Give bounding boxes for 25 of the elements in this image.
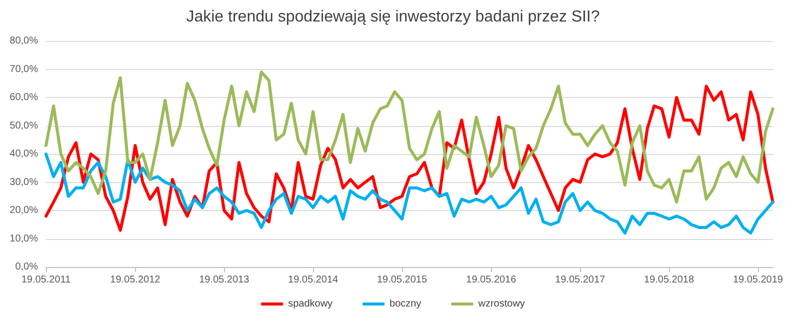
x-tick-label: 19.05.2016: [466, 274, 517, 286]
legend-label: boczny: [390, 298, 422, 310]
line-series: [44, 84, 774, 232]
x-tick-label: 19.05.2014: [288, 274, 339, 286]
y-tick-label: 40,0%: [10, 148, 38, 160]
y-tick-label: 0,0%: [15, 262, 38, 272]
y-tick-label: 10,0%: [10, 233, 38, 244]
x-tick-label: 19.05.2015: [376, 274, 428, 286]
line-series: [44, 152, 774, 235]
y-tick-label: 50,0%: [10, 120, 38, 132]
x-tick-label: 19.05.2013: [199, 274, 250, 286]
x-tick-label: 19.05.2011: [21, 274, 72, 286]
y-tick-label: 30,0%: [10, 176, 38, 188]
y-tick-label: 70,0%: [10, 64, 38, 75]
x-tick-label: 19.05.2019: [732, 274, 784, 286]
y-tick-label: 80,0%: [10, 36, 38, 46]
y-tick-label: 60,0%: [10, 92, 38, 103]
y-tick-label: 20,0%: [10, 205, 38, 216]
chart-title: Jakie trendu spodziewają się inwestorzy badani przez SII?: [186, 8, 600, 26]
x-tick-label: 19.05.2018: [644, 274, 694, 286]
legend-label: wzrostowy: [477, 298, 525, 310]
legend-label: spadkowy: [288, 298, 333, 310]
x-tick-label: 19.05.2012: [110, 274, 161, 286]
line-series: [44, 70, 774, 204]
x-tick-label: 19.05.2017: [555, 274, 606, 286]
